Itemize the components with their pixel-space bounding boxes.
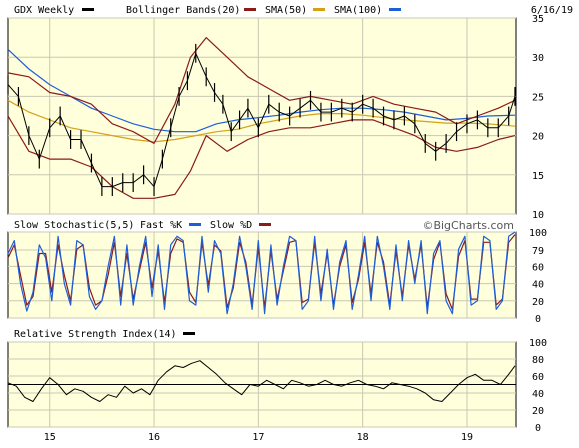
legend-swatch-sma100 [389, 8, 401, 11]
stochastic-y-tick-label-60: 60 [532, 262, 544, 273]
legend-swatch-rsi [183, 332, 195, 335]
series-layer [7, 36, 516, 402]
rsi-y-tick-label-100: 100 [529, 338, 547, 349]
legend-swatch-bollinger [244, 8, 256, 11]
price-y-tick-label-25: 25 [532, 92, 544, 103]
series-line-gdx-weekly [7, 52, 516, 188]
price-y-tick-label-20: 20 [532, 132, 544, 143]
x-tick-label-15: 15 [44, 432, 56, 443]
legend-swatch-gdx [82, 8, 94, 11]
watermark: ©BigCharts.com [422, 219, 514, 232]
legend-fastk-label: Fast %K [140, 220, 182, 231]
axis-layer: 15 16 17 18 19 10 15 20 25 30 35 0 20 40 60 79 100 0 20 40 6… [44, 14, 547, 443]
series-line-fast-k [7, 231, 516, 315]
price-panel-bg [7, 17, 517, 215]
series-line-rsi [7, 360, 516, 402]
stochastic-y-tick-label-100: 100 [529, 228, 547, 239]
legend-bollinger-label: Bollinger Bands(20) [126, 5, 240, 16]
series-line-sma100 [7, 48, 516, 133]
legend-swatch-sma50 [313, 8, 325, 11]
price-y-tick-label-30: 30 [532, 53, 544, 64]
legend-slowd-label: Slow %D [210, 220, 252, 231]
x-tick-label-18: 18 [357, 432, 369, 443]
stochastic-title: Slow Stochastic(5,5) [14, 220, 134, 231]
rsi-y-tick-label-60: 60 [532, 372, 544, 383]
stochastic-y-tick-label-40: 40 [532, 280, 544, 291]
price-y-tick-label-35: 35 [532, 14, 544, 25]
legend-swatch-slowd [259, 223, 271, 226]
price-title: GDX Weekly [14, 5, 74, 16]
price-y-tick-label-15: 15 [532, 171, 544, 182]
x-tick-label-16: 16 [148, 432, 160, 443]
legend-sma100-label: SMA(100) [334, 5, 382, 16]
rsi-y-tick-label-0: 0 [535, 423, 541, 434]
x-tick-label-17: 17 [252, 432, 264, 443]
legend-swatch-fastk [189, 223, 201, 226]
stochastic-y-tick-label-20: 20 [532, 297, 544, 308]
rsi-y-tick-label-40: 40 [532, 389, 544, 400]
price-y-tick-label-10: 10 [532, 210, 544, 221]
legend-sma50-label: SMA(50) [265, 5, 307, 16]
rsi-y-tick-label-20: 20 [532, 406, 544, 417]
x-tick-label-19: 19 [461, 432, 473, 443]
chart-date: 6/16/19 [531, 5, 573, 16]
stochastic-y-tick-label-0: 0 [535, 314, 541, 325]
stochastic-y-tick-label-79: 79 [532, 246, 544, 257]
series-line-bollinger-upper [7, 36, 516, 144]
rsi-y-tick-label-80: 80 [532, 355, 544, 366]
rsi-title: Relative Strength Index(14) [14, 329, 177, 340]
